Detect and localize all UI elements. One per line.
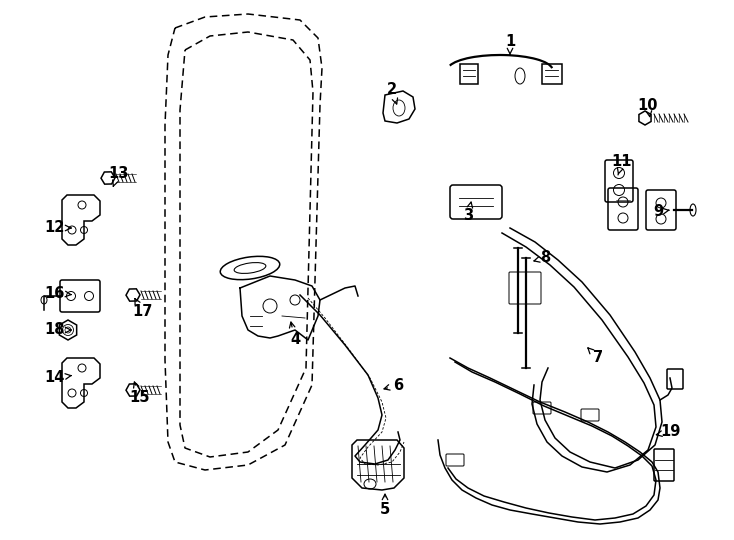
Text: 17: 17 xyxy=(132,299,152,320)
Text: 1: 1 xyxy=(505,35,515,55)
Text: 5: 5 xyxy=(380,494,390,517)
Text: 13: 13 xyxy=(108,165,128,186)
Text: 2: 2 xyxy=(387,83,398,104)
Text: 6: 6 xyxy=(384,377,403,393)
Text: 18: 18 xyxy=(45,322,71,338)
Text: 4: 4 xyxy=(289,322,300,348)
Text: 14: 14 xyxy=(45,370,71,386)
Text: 8: 8 xyxy=(534,251,550,266)
Text: 15: 15 xyxy=(130,382,150,406)
Text: 7: 7 xyxy=(588,348,603,366)
Text: 19: 19 xyxy=(656,424,680,440)
Text: 9: 9 xyxy=(653,205,669,219)
Text: 11: 11 xyxy=(611,154,632,175)
Text: 12: 12 xyxy=(45,220,71,235)
Text: 16: 16 xyxy=(45,286,71,300)
Text: 10: 10 xyxy=(638,98,658,117)
Text: 3: 3 xyxy=(463,202,473,224)
